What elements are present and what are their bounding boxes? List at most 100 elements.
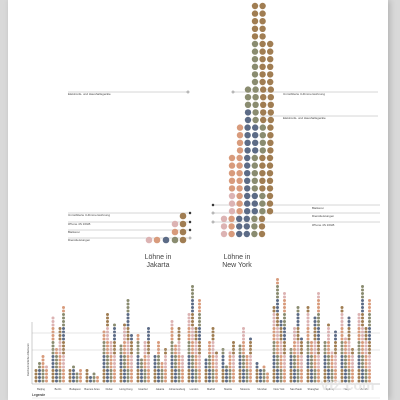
- city-dot: [368, 330, 371, 334]
- newyork-dot: [267, 116, 274, 124]
- city-dot: [102, 369, 106, 372]
- newyork-dot: [244, 101, 252, 109]
- city-dot: [130, 372, 133, 376]
- city-dot: [130, 358, 133, 362]
- city-dot: [143, 348, 147, 351]
- city-dot: [126, 344, 130, 348]
- connector-end-electronics-left: [186, 90, 190, 94]
- newyork-dot: [251, 48, 259, 55]
- city-dot: [187, 372, 191, 376]
- city-dot: [249, 369, 252, 372]
- city-dot: [198, 348, 201, 351]
- city-dot: [296, 341, 300, 344]
- city-dot: [119, 365, 123, 369]
- city-dot: [157, 379, 160, 383]
- city-dot: [276, 362, 279, 365]
- city-dot: [344, 351, 347, 355]
- city-dot: [198, 355, 201, 358]
- newyork-dot: [259, 71, 266, 78]
- city-dot: [177, 348, 181, 351]
- city-dot: [327, 358, 330, 362]
- city-dot: [106, 376, 109, 379]
- city-dot: [113, 334, 116, 337]
- city-dot: [317, 295, 320, 299]
- city-dot: [242, 379, 245, 383]
- city-dot: [351, 362, 354, 365]
- city-dot: [368, 351, 371, 355]
- newyork-dot: [267, 71, 274, 78]
- newyork-dot: [236, 139, 244, 146]
- city-dot: [153, 376, 157, 379]
- city-dot: [340, 334, 344, 337]
- city-dot: [344, 365, 347, 369]
- city-dot: [317, 376, 320, 379]
- city-dot: [238, 369, 242, 372]
- city-dot: [283, 369, 286, 372]
- newyork-dot: [252, 116, 259, 124]
- city-dot: [119, 362, 123, 365]
- city-dot: [347, 316, 351, 320]
- city-dot: [334, 351, 337, 355]
- city-dot: [85, 379, 89, 383]
- city-dot: [109, 358, 113, 362]
- city-dot: [361, 337, 364, 341]
- city-dot: [130, 365, 133, 369]
- city-dot: [357, 376, 361, 379]
- newyork-dot: [244, 192, 251, 200]
- city-dot: [283, 355, 286, 358]
- city-dot: [364, 369, 368, 372]
- city-dot: [130, 376, 133, 379]
- city-dot: [106, 348, 109, 351]
- newyork-dot: [228, 162, 236, 169]
- city-dot: [364, 348, 368, 351]
- city-dot: [38, 362, 41, 365]
- city-dot: [191, 341, 194, 344]
- city-dot: [323, 372, 327, 376]
- newyork-dot: [251, 170, 258, 177]
- city-dot: [323, 369, 327, 372]
- city-dot: [147, 341, 150, 344]
- city-dot: [194, 348, 198, 351]
- city-dot: [364, 358, 368, 362]
- city-dot: [191, 295, 194, 299]
- city-dot: [364, 376, 368, 379]
- city-dot: [211, 372, 215, 376]
- city-dot: [126, 341, 130, 344]
- city-dot: [41, 376, 45, 379]
- city-dot: [198, 369, 201, 372]
- city-dot: [208, 355, 211, 358]
- city-dot: [306, 309, 310, 313]
- city-dot: [313, 355, 317, 358]
- city-dot: [340, 306, 344, 309]
- city-dot: [283, 327, 286, 330]
- city-dot: [191, 344, 194, 348]
- city-dot: [357, 362, 361, 365]
- city-dot: [249, 358, 252, 362]
- city-dot: [330, 351, 334, 355]
- city-dot: [368, 299, 371, 302]
- city-dot: [51, 320, 55, 323]
- city-dot: [215, 365, 218, 369]
- city-dot: [313, 369, 317, 372]
- newyork-dot: [251, 56, 259, 63]
- city-dot: [177, 334, 181, 337]
- city-dot: [361, 362, 364, 365]
- city-dot: [113, 362, 116, 365]
- city-dot: [170, 362, 174, 365]
- city-dot: [279, 369, 283, 372]
- newyork-dot: [266, 200, 274, 207]
- city-dot: [170, 351, 174, 355]
- city-dot: [283, 306, 286, 309]
- city-dot: [136, 369, 140, 372]
- city-dot: [296, 334, 300, 337]
- city-dot: [198, 376, 201, 379]
- city-dot: [317, 372, 320, 376]
- city-dot: [300, 362, 303, 365]
- city-dot: [238, 344, 242, 348]
- city-dot: [55, 351, 58, 355]
- city-dot: [136, 355, 140, 358]
- city-dot: [283, 376, 286, 379]
- city-dot: [279, 337, 283, 341]
- city-dot: [187, 313, 191, 316]
- city-dot: [245, 369, 249, 372]
